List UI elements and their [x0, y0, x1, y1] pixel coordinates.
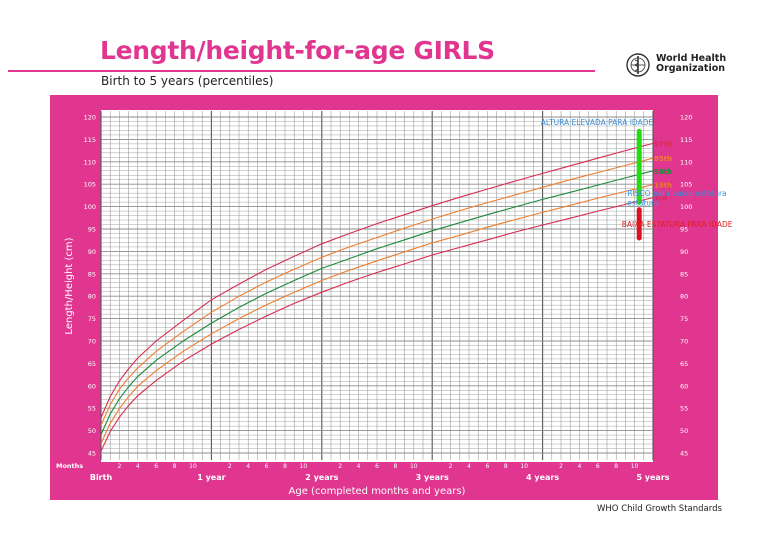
annotation-text: RISCO para baixa estatura	[627, 189, 726, 198]
year-tick-label: 5 years	[636, 473, 669, 482]
months-axis-title: Months	[56, 462, 83, 470]
series-label-97th: 97th	[654, 140, 672, 148]
y-tick-label-left: 100	[84, 203, 96, 211]
x-axis-label: Age (completed months and years)	[289, 486, 466, 497]
grid	[100, 111, 654, 460]
y-tick-label-right: 50	[680, 427, 688, 435]
month-tick-label: 4	[577, 463, 581, 470]
who-emblem-icon	[626, 53, 650, 77]
y-tick-label-right: 90	[680, 248, 688, 256]
month-tick-label: 6	[154, 463, 158, 470]
series-label-3rd: 3rd	[654, 195, 667, 203]
y-tick-label-left: 70	[88, 338, 96, 346]
y-tick-label-right: 65	[680, 360, 688, 368]
y-tick-label-left: 85	[88, 270, 96, 278]
series-label-85th: 85th	[654, 155, 672, 163]
month-tick-label: 6	[596, 463, 600, 470]
month-tick-label: 6	[375, 463, 379, 470]
y-tick-label-left: 75	[88, 315, 96, 323]
y-tick-label-left: 55	[88, 405, 96, 413]
page-title: Length/height-for-age GIRLS	[100, 36, 495, 65]
y-tick-label-left: 105	[84, 181, 96, 189]
month-tick-label: 2	[228, 463, 232, 470]
y-tick-label-left: 110	[84, 158, 96, 166]
y-tick-label-right: 100	[680, 203, 692, 211]
y-tick-label-right: 115	[680, 136, 692, 144]
year-tick-label: 1 year	[197, 473, 225, 482]
y-tick-label-left: 60	[88, 382, 96, 390]
title-underline	[8, 70, 595, 72]
y-axis-label: Length/Height (cm)	[64, 237, 75, 334]
y-tick-label-left: 50	[88, 427, 96, 435]
organization-name: World Health Organization	[656, 54, 726, 74]
y-tick-label-right: 80	[680, 293, 688, 301]
y-tick-label-right: 55	[680, 405, 688, 413]
y-tick-label-right: 95	[680, 226, 688, 234]
x-axis-ticks: 2 4 6 8 10 2 4 6 8 10 2 4 6 8 10 2 4 6 8 10 2 4 6 8 10 Birth 1 yea…	[90, 463, 670, 482]
y-tick-label-right: 120	[680, 114, 692, 122]
y-tick-label-left: 45	[88, 450, 96, 458]
y-tick-label-left: 90	[88, 248, 96, 256]
month-tick-label: 2	[449, 463, 453, 470]
y-tick-label-left: 95	[88, 226, 96, 234]
annotation-text: ALTURA ELEVADA PARA IDADE	[541, 118, 654, 127]
series-line-97th	[100, 142, 654, 418]
footer-text: WHO Child Growth Standards	[597, 504, 722, 514]
month-tick-label: 8	[283, 463, 287, 470]
percentile-lines: 97th 85th 50th 15th 3rd	[100, 140, 672, 452]
month-tick-label: 8	[614, 463, 618, 470]
month-tick-label: 8	[173, 463, 177, 470]
y-tick-label-right: 85	[680, 270, 688, 278]
y-axis-ticks: 45 45 50 50 55 55 60 60 65 65 70 70 75 75 80 80 85 85 90 90…	[84, 114, 693, 458]
y-tick-label-right: 45	[680, 450, 688, 458]
y-tick-label-left: 80	[88, 293, 96, 301]
y-tick-label-left: 65	[88, 360, 96, 368]
month-tick-label: 10	[520, 463, 528, 470]
year-tick-label: 2 years	[305, 473, 338, 482]
month-tick-label: 10	[189, 463, 197, 470]
y-tick-label-right: 75	[680, 315, 688, 323]
month-tick-label: 6	[485, 463, 489, 470]
series-line-3rd	[100, 197, 654, 452]
month-tick-label: 4	[467, 463, 471, 470]
annotation-text: BAIXA ESTATURA PARA IDADE	[622, 220, 733, 229]
y-tick-label-left: 115	[84, 136, 96, 144]
annotations: ALTURA ELEVADA PARA IDADE RISCO para baix…	[541, 118, 733, 229]
month-tick-label: 8	[393, 463, 397, 470]
year-tick-label: 4 years	[526, 473, 559, 482]
month-tick-label: 10	[410, 463, 418, 470]
org-name-line1: World Health	[656, 53, 727, 64]
year-tick-label: Birth	[90, 473, 113, 482]
page-subtitle: Birth to 5 years (percentiles)	[101, 74, 274, 88]
y-tick-label-right: 70	[680, 338, 688, 346]
series-line-15th	[100, 184, 654, 444]
month-tick-label: 2	[559, 463, 563, 470]
month-tick-label: 10	[631, 463, 639, 470]
series-line-85th	[100, 157, 654, 426]
month-tick-label: 2	[338, 463, 342, 470]
month-tick-label: 4	[357, 463, 361, 470]
month-tick-label: 4	[246, 463, 250, 470]
month-tick-label: 4	[136, 463, 140, 470]
month-tick-label: 6	[265, 463, 269, 470]
y-tick-label-right: 110	[680, 158, 692, 166]
series-label-15th: 15th	[654, 182, 672, 190]
month-tick-label: 10	[300, 463, 308, 470]
year-tick-label: 3 years	[416, 473, 449, 482]
y-tick-label-left: 120	[84, 114, 96, 122]
org-name-line2: Organization	[656, 63, 726, 74]
series-label-50th: 50th	[654, 168, 672, 176]
series-line-50th	[100, 170, 654, 435]
y-tick-label-right: 60	[680, 382, 688, 390]
month-tick-label: 8	[504, 463, 508, 470]
month-tick-label: 2	[117, 463, 121, 470]
y-tick-label-right: 105	[680, 181, 692, 189]
annotation-text: estatura	[627, 198, 658, 207]
